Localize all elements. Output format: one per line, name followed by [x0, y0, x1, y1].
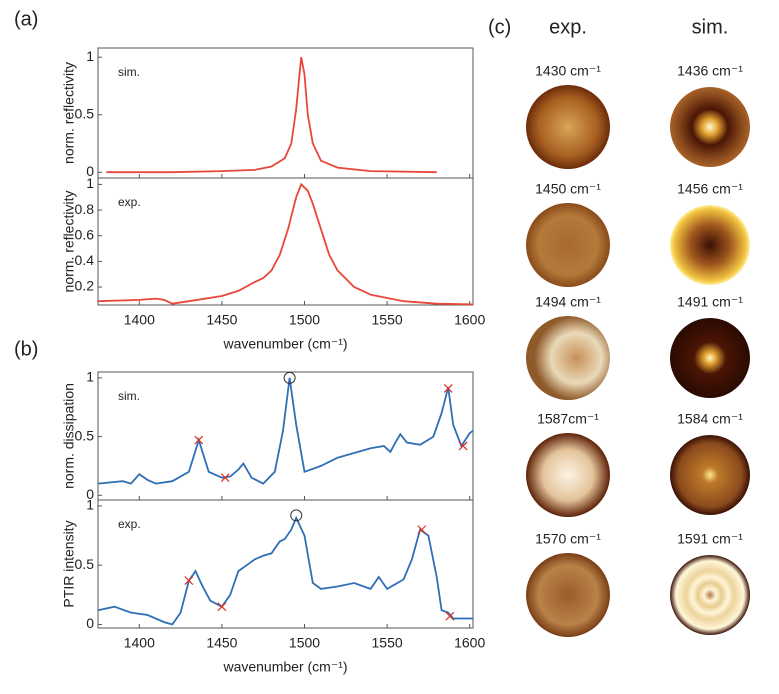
x-tick-label: 1550 [372, 312, 403, 328]
y-tick-label: 1 [86, 369, 94, 385]
panel-label: (c) [488, 16, 511, 38]
annotation: sim. [118, 65, 140, 79]
image-header: exp. [549, 16, 587, 38]
image [670, 318, 750, 398]
marker-x [220, 473, 230, 483]
image-label: 1456 cm⁻¹ [677, 181, 743, 197]
image [670, 205, 750, 285]
marker-x [458, 441, 468, 451]
x-tick-label: 1450 [206, 635, 237, 651]
marker-circle [290, 509, 303, 522]
data-line [97, 182, 474, 306]
y-axis-label: norm. reflectivity [61, 191, 77, 293]
y-tick-label: 0.2 [75, 278, 95, 294]
image [670, 555, 750, 635]
panel-label: (b) [14, 338, 38, 360]
image [526, 553, 610, 637]
y-tick-label: 1 [86, 48, 94, 64]
y-tick-label: 0.5 [75, 427, 95, 443]
marker-x [417, 525, 427, 535]
image-label: 1591 cm⁻¹ [677, 531, 743, 547]
marker-x [443, 384, 453, 393]
y-axis-label: norm. dissipation [61, 383, 77, 489]
x-tick-label: 1600 [454, 635, 485, 651]
y-tick-label: 0.8 [75, 201, 95, 217]
image-label: 1450 cm⁻¹ [535, 181, 601, 197]
marker-x [445, 611, 455, 621]
y-tick-label: 0.5 [75, 105, 95, 121]
annotation: sim. [118, 389, 140, 403]
image [526, 433, 610, 517]
image-label: 1584 cm⁻¹ [677, 411, 743, 427]
data-line [97, 377, 474, 485]
annotation: exp. [118, 195, 141, 209]
annotation: exp. [118, 517, 141, 531]
image-grid: 1430 cm⁻¹ 1450 cm⁻¹ 1494 cm⁻¹ 1587cm⁻¹ 1570 … [526, 63, 750, 637]
x-tick-label: 1400 [124, 635, 155, 651]
image-label: 1494 cm⁻¹ [535, 294, 601, 310]
marker-x [184, 576, 194, 586]
y-axis-label: PTIR intensity [61, 520, 77, 607]
plot-frame [97, 499, 474, 629]
x-tick-label: 1450 [206, 312, 237, 328]
x-tick-label: 1500 [289, 635, 320, 651]
x-axis-label: wavenumber (cm⁻¹) [222, 659, 347, 675]
x-tick-label: 1400 [124, 312, 155, 328]
panel-label: (a) [14, 8, 38, 30]
image [670, 87, 750, 167]
x-tick-label: 1600 [454, 312, 485, 328]
image-label: 1587cm⁻¹ [537, 411, 599, 427]
y-tick-label: 0.6 [75, 226, 95, 242]
image [670, 435, 750, 515]
image [526, 85, 610, 169]
image-label: 1491 cm⁻¹ [677, 294, 743, 310]
data-line [97, 515, 473, 626]
marker-x [194, 435, 204, 445]
image-label: 1570 cm⁻¹ [535, 531, 601, 547]
image [526, 203, 610, 287]
y-tick-label: 1 [86, 497, 94, 513]
marker-x [217, 602, 227, 612]
y-tick-label: 0 [86, 615, 94, 631]
x-axis-label: wavenumber (cm⁻¹) [222, 336, 347, 352]
plot-frame [97, 177, 474, 306]
x-tick-label: 1500 [289, 312, 320, 328]
image-label: 1430 cm⁻¹ [535, 63, 601, 79]
image-label: 1436 cm⁻¹ [677, 63, 743, 79]
y-tick-label: 0 [86, 486, 94, 502]
y-tick-label: 0.5 [75, 556, 95, 572]
y-tick-label: 1 [86, 175, 94, 191]
y-axis-label: norm. reflectivity [61, 62, 77, 164]
plot-frame [97, 371, 474, 501]
image [526, 316, 610, 400]
y-tick-label: 0.4 [75, 252, 95, 268]
y-tick-label: 0 [86, 163, 94, 179]
marker-circle [283, 371, 296, 384]
x-tick-label: 1550 [372, 635, 403, 651]
image-header: sim. [692, 16, 729, 38]
data-line [106, 57, 437, 174]
